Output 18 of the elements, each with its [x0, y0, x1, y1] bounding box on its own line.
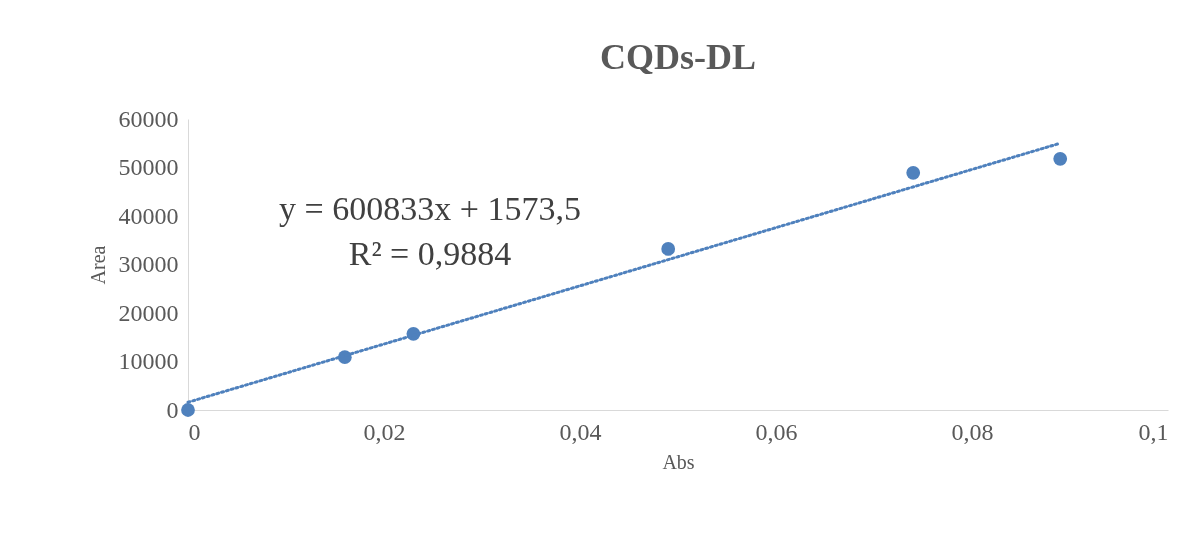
y-tick-label: 10000 [118, 348, 179, 374]
y-tick-label: 40000 [118, 202, 179, 229]
y-tick-label: 0 [166, 396, 179, 423]
x-axis-title: Abs [662, 450, 695, 473]
x-tick-label: 0,1 [1138, 418, 1169, 445]
y-tick-label: 20000 [118, 299, 179, 326]
annotation: R² = 0,9884 [348, 235, 512, 272]
x-tick-label: 0,02 [363, 418, 406, 445]
x-tick-label: 0 [188, 418, 201, 445]
annotation: y = 600833x + 1573,5 [279, 190, 581, 227]
x-tick-label: 0,06 [755, 418, 798, 445]
y-tick-label: 50000 [118, 154, 179, 180]
x-tick-label: 0,04 [559, 418, 602, 445]
x-tick-label: 0,08 [951, 418, 994, 445]
y-tick-label: 60000 [118, 105, 179, 132]
chart-title: CQDs-DL [599, 37, 757, 77]
y-axis-title: Area [86, 245, 109, 285]
y-tick-label: 30000 [118, 251, 179, 277]
